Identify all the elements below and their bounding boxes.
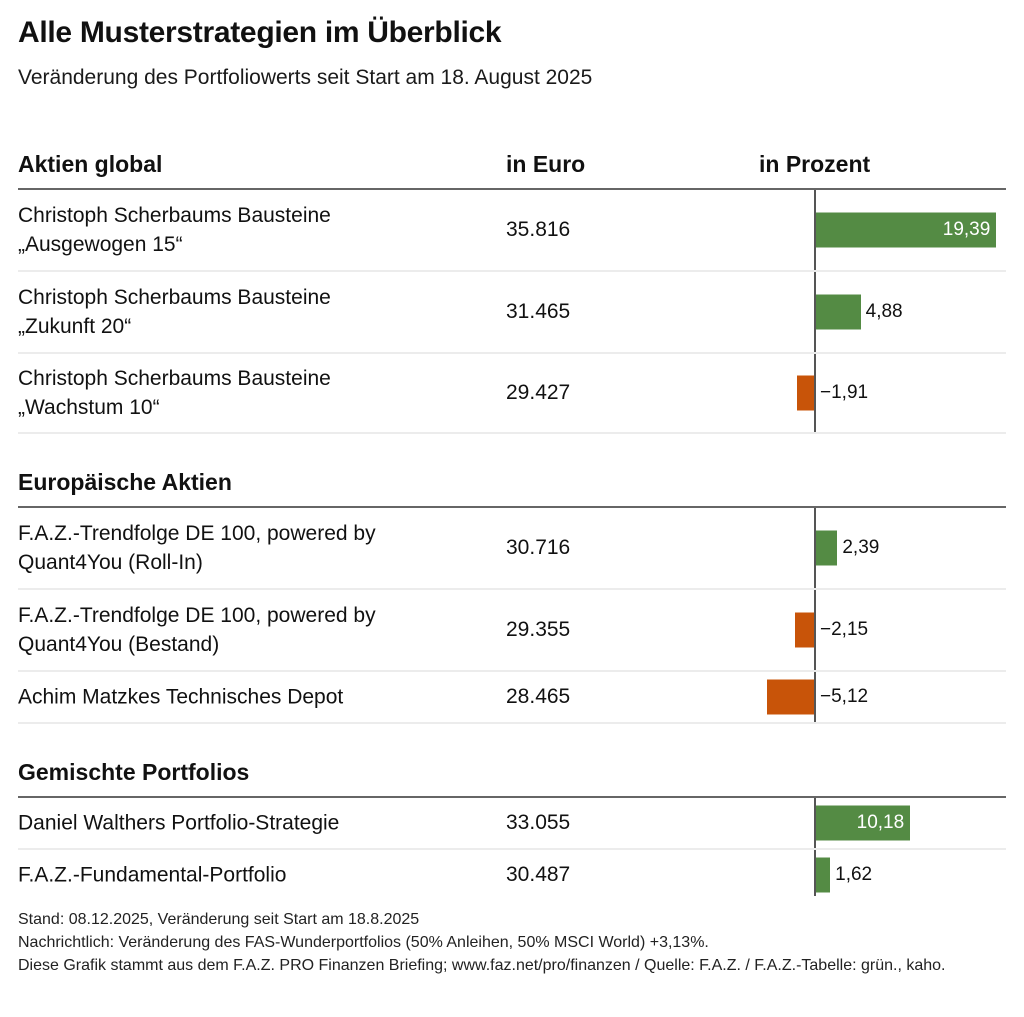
footer-stand: Stand: 08.12.2025, Veränderung seit Star… bbox=[18, 911, 420, 928]
percent-label: 4,88 bbox=[865, 301, 903, 322]
section-aktien-global: Aktien global in Euro in Prozent Christoph … bbox=[18, 140, 1006, 434]
table-row: F.A.Z.-Trendfolge DE 100, powered by Quan… bbox=[18, 508, 1006, 590]
percent-label: −5,12 bbox=[820, 686, 869, 707]
percent-label: −2,15 bbox=[820, 619, 869, 640]
strategy-name: Daniel Walthers Portfolio-Strategie bbox=[18, 811, 340, 835]
zero-axis bbox=[814, 190, 816, 270]
bar-cell: 4,88 bbox=[718, 272, 1006, 352]
footer-note: Nachrichtlich: Veränderung des FAS-Wunde… bbox=[18, 934, 709, 951]
zero-axis bbox=[814, 672, 816, 722]
bar-cell: 1,62 bbox=[718, 850, 1006, 900]
section-title: Aktien global bbox=[18, 151, 163, 177]
euro-value: 33.055 bbox=[506, 811, 571, 834]
percent-label: 2,39 bbox=[842, 537, 880, 558]
bar-positive bbox=[815, 294, 861, 330]
bar-positive bbox=[815, 857, 831, 893]
percent-label: −1,91 bbox=[820, 382, 869, 403]
zero-axis bbox=[814, 590, 816, 670]
section-title: Gemischte Portfolios bbox=[18, 759, 250, 785]
euro-value: 28.465 bbox=[506, 685, 571, 708]
table-row: Christoph Scherbaums Bausteine „Ausgewoge… bbox=[18, 190, 1006, 272]
section-header: Europäische Aktien bbox=[18, 458, 1006, 508]
bar-cell: 19,39 bbox=[718, 190, 1006, 270]
zero-axis bbox=[814, 354, 816, 432]
table-row: Christoph Scherbaums Bausteine „Zukunft 2… bbox=[18, 272, 1006, 354]
table-row: F.A.Z.-Trendfolge DE 100, powered by Quan… bbox=[18, 590, 1006, 672]
section-title: Europäische Aktien bbox=[18, 469, 232, 495]
euro-value: 35.816 bbox=[506, 218, 571, 241]
chart-title: Alle Musterstrategien im Überblick bbox=[18, 16, 502, 49]
footer-notes: Stand: 08.12.2025, Veränderung seit Star… bbox=[18, 908, 1008, 977]
strategy-name: Christoph Scherbaums Bausteine „Zukunft 2… bbox=[18, 286, 331, 338]
zero-axis bbox=[814, 798, 816, 848]
bar-cell: −2,15 bbox=[718, 590, 1006, 670]
bar-negative bbox=[794, 612, 815, 648]
table-row: F.A.Z.-Fundamental-Portfolio 30.487 1,62 bbox=[18, 850, 1006, 900]
strategy-name: Christoph Scherbaums Bausteine „Wachstum … bbox=[18, 367, 331, 419]
strategy-name: F.A.Z.-Fundamental-Portfolio bbox=[18, 863, 287, 887]
euro-value: 31.465 bbox=[506, 300, 571, 323]
percent-label: 1,62 bbox=[835, 864, 873, 885]
footer-source: Diese Grafik stammt aus dem F.A.Z. PRO F… bbox=[18, 957, 946, 974]
strategy-name: Achim Matzkes Technisches Depot bbox=[18, 685, 344, 709]
bar-positive bbox=[815, 805, 911, 841]
bar-positive bbox=[815, 530, 838, 566]
bar-cell: 2,39 bbox=[718, 508, 1006, 588]
section-europäische-aktien: Europäische Aktien F.A.Z.-Trendfolge DE 1… bbox=[18, 458, 1006, 724]
euro-value: 30.716 bbox=[506, 536, 571, 559]
bar-negative bbox=[767, 679, 815, 715]
zero-axis bbox=[814, 272, 816, 352]
table-row: Daniel Walthers Portfolio-Strategie 33.05… bbox=[18, 798, 1006, 850]
bar-cell: −1,91 bbox=[718, 354, 1006, 432]
strategy-name: F.A.Z.-Trendfolge DE 100, powered by Quan… bbox=[18, 522, 376, 574]
euro-value: 29.355 bbox=[506, 618, 571, 641]
zero-axis bbox=[814, 850, 816, 896]
bar-positive bbox=[815, 212, 997, 248]
section-header: Aktien global in Euro in Prozent bbox=[18, 140, 1006, 190]
percent-label: 10,18 bbox=[856, 812, 905, 833]
column-header-euro: in Euro bbox=[506, 151, 586, 177]
bar-negative bbox=[797, 375, 815, 411]
euro-value: 29.427 bbox=[506, 381, 571, 404]
column-header-percent: in Prozent bbox=[759, 151, 871, 177]
table-row: Christoph Scherbaums Bausteine „Wachstum … bbox=[18, 354, 1006, 434]
table-row: Achim Matzkes Technisches Depot 28.465 −5,… bbox=[18, 672, 1006, 724]
bar-cell: −5,12 bbox=[718, 672, 1006, 722]
strategy-name: Christoph Scherbaums Bausteine „Ausgewoge… bbox=[18, 204, 331, 256]
section-gemischte-portfolios: Gemischte Portfolios Daniel Walthers Port… bbox=[18, 748, 1006, 900]
zero-axis bbox=[814, 508, 816, 588]
bar-cell: 10,18 bbox=[718, 798, 1006, 848]
euro-value: 30.487 bbox=[506, 863, 571, 886]
percent-label: 19,39 bbox=[942, 219, 991, 240]
strategy-name: F.A.Z.-Trendfolge DE 100, powered by Quan… bbox=[18, 604, 376, 656]
section-header: Gemischte Portfolios bbox=[18, 748, 1006, 798]
chart-subtitle: Veränderung des Portfoliowerts seit Star… bbox=[18, 66, 593, 89]
